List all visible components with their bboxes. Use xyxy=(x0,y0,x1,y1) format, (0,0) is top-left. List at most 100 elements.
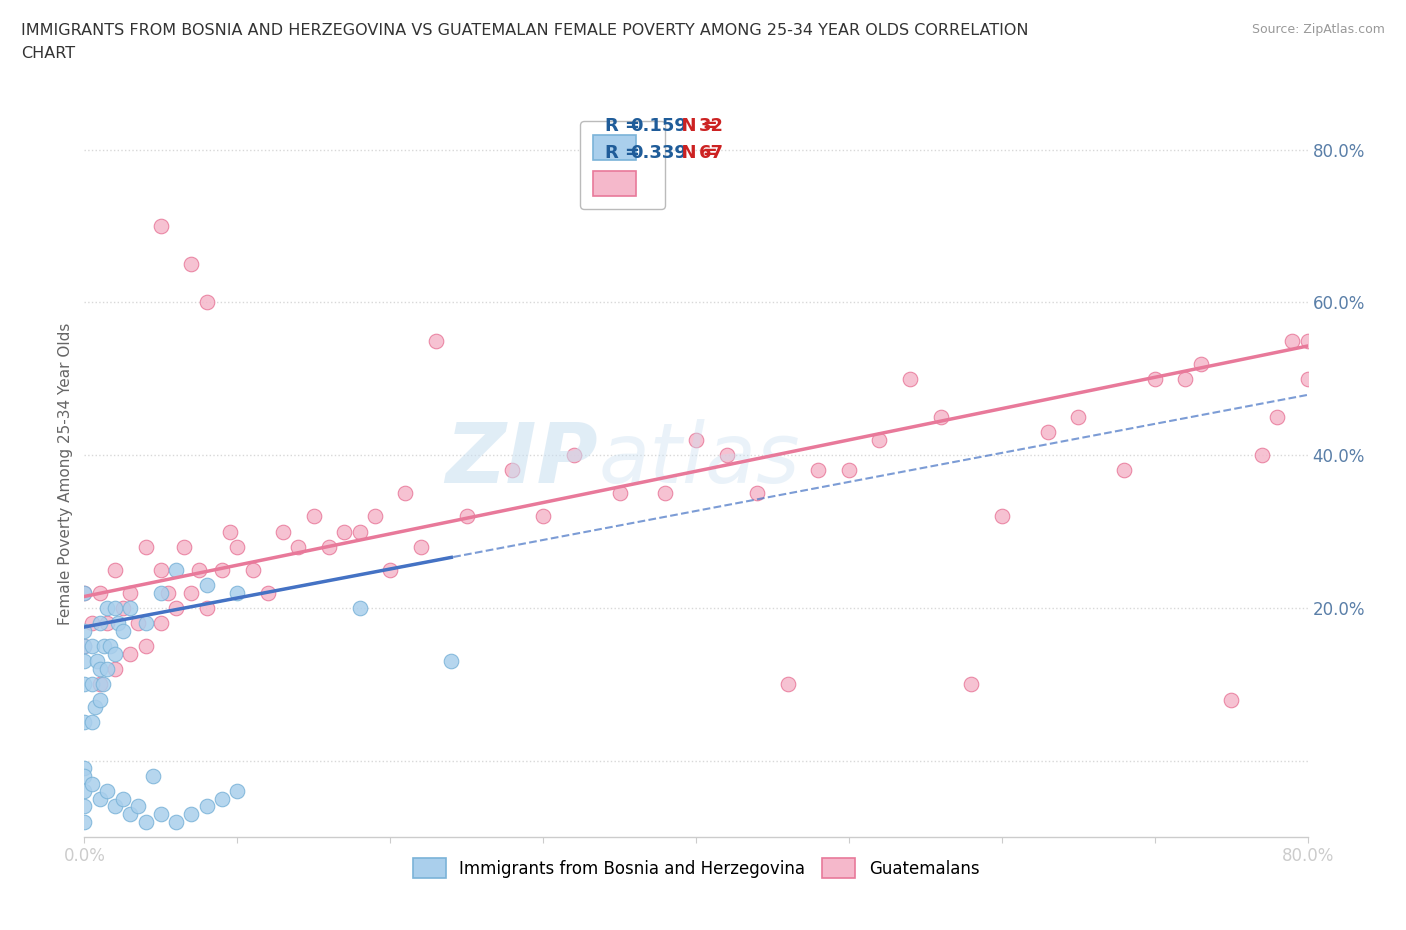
Point xyxy=(86,654,108,669)
Point xyxy=(73,677,96,692)
Point xyxy=(302,509,325,524)
Point xyxy=(96,661,118,676)
Point xyxy=(89,585,111,600)
Text: N =: N = xyxy=(669,116,724,135)
Point xyxy=(195,601,218,616)
Point xyxy=(165,815,187,830)
Point xyxy=(96,784,118,799)
Point xyxy=(80,715,103,730)
Point xyxy=(73,585,96,600)
Point xyxy=(531,509,554,524)
Point xyxy=(73,715,96,730)
Point xyxy=(98,639,121,654)
Point xyxy=(149,219,172,233)
Point xyxy=(380,563,402,578)
Point xyxy=(188,563,211,578)
Point xyxy=(349,601,371,616)
Point xyxy=(111,791,134,806)
Point xyxy=(89,677,111,692)
Point xyxy=(211,563,233,578)
Point xyxy=(135,539,157,554)
Point xyxy=(502,463,524,478)
Point xyxy=(1296,333,1319,348)
Point xyxy=(104,601,127,616)
Point xyxy=(394,486,416,501)
Text: 67: 67 xyxy=(699,144,724,163)
Point xyxy=(149,806,172,821)
Point xyxy=(73,815,96,830)
Point xyxy=(1281,333,1303,348)
Point xyxy=(180,257,202,272)
Point xyxy=(1174,371,1197,386)
Text: R =: R = xyxy=(605,144,645,163)
Point xyxy=(807,463,830,478)
Point xyxy=(180,585,202,600)
Point xyxy=(157,585,180,600)
Point xyxy=(747,486,769,501)
Point xyxy=(271,525,294,539)
Point xyxy=(104,563,127,578)
Point xyxy=(104,661,127,676)
Point xyxy=(73,799,96,814)
Point xyxy=(195,578,218,592)
Point xyxy=(898,371,921,386)
Point xyxy=(73,768,96,783)
Point xyxy=(165,563,187,578)
Point xyxy=(257,585,280,600)
Point xyxy=(149,585,172,600)
Text: R =: R = xyxy=(605,116,645,135)
Text: 0.159: 0.159 xyxy=(630,116,686,135)
Point xyxy=(80,777,103,791)
Point xyxy=(89,616,111,631)
Point xyxy=(73,654,96,669)
Point xyxy=(165,601,187,616)
Point xyxy=(838,463,860,478)
Point xyxy=(127,616,149,631)
Point xyxy=(111,601,134,616)
Point xyxy=(226,784,249,799)
Point xyxy=(456,509,478,524)
Point xyxy=(195,799,218,814)
Point xyxy=(991,509,1014,524)
Text: 32: 32 xyxy=(699,116,724,135)
Point xyxy=(173,539,195,554)
Point xyxy=(364,509,387,524)
Point xyxy=(96,616,118,631)
Point xyxy=(685,432,707,447)
Point xyxy=(1036,425,1059,440)
Point xyxy=(135,639,157,654)
Point xyxy=(135,616,157,631)
Point xyxy=(776,677,799,692)
Point xyxy=(73,784,96,799)
Point xyxy=(91,677,114,692)
Point xyxy=(93,639,115,654)
Point xyxy=(349,525,371,539)
Point xyxy=(104,646,127,661)
Point xyxy=(211,791,233,806)
Point xyxy=(84,699,107,714)
Text: 0.339: 0.339 xyxy=(630,144,686,163)
Point xyxy=(104,799,127,814)
Point xyxy=(80,616,103,631)
Point xyxy=(89,791,111,806)
Point xyxy=(425,333,447,348)
Point xyxy=(654,486,676,501)
Point xyxy=(120,806,142,821)
Point xyxy=(195,295,218,310)
Point xyxy=(333,525,356,539)
Point xyxy=(73,761,96,776)
Point xyxy=(242,563,264,578)
Point xyxy=(149,563,172,578)
Point xyxy=(318,539,340,554)
Text: atlas: atlas xyxy=(598,419,800,500)
Point xyxy=(929,409,952,424)
Point xyxy=(1296,371,1319,386)
Point xyxy=(409,539,432,554)
Point xyxy=(562,447,585,462)
Point xyxy=(869,432,891,447)
Point xyxy=(120,585,142,600)
Y-axis label: Female Poverty Among 25-34 Year Olds: Female Poverty Among 25-34 Year Olds xyxy=(58,323,73,626)
Text: Source: ZipAtlas.com: Source: ZipAtlas.com xyxy=(1251,23,1385,36)
Point xyxy=(127,799,149,814)
Point xyxy=(120,601,142,616)
